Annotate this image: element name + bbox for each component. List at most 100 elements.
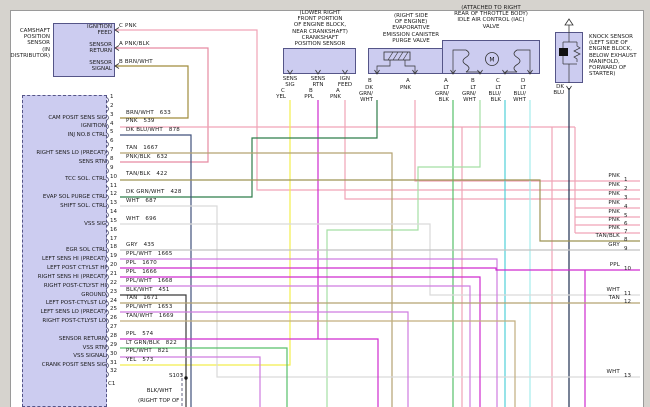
pin-function-label: VSS SIG bbox=[84, 220, 106, 227]
iac-leg bbox=[504, 71, 517, 73]
terminal-wire-color: PNK bbox=[399, 85, 411, 91]
pin-number: 14 bbox=[110, 209, 117, 216]
pin-number: 30 bbox=[110, 350, 117, 357]
exit-number: 5 bbox=[624, 212, 628, 219]
exit-wire-label: PNK bbox=[608, 199, 620, 206]
pin-number: 19 bbox=[110, 253, 117, 260]
pin-function-label: GROUND bbox=[81, 291, 106, 298]
terminal-letter: D bbox=[521, 78, 526, 84]
purge-valve-box bbox=[368, 48, 455, 74]
terminal-wire-color: LT GRN/ BLK bbox=[434, 85, 449, 104]
pin-bracket bbox=[105, 282, 109, 290]
pin-bracket bbox=[105, 353, 109, 360]
pin-number: 22 bbox=[110, 279, 117, 286]
pin-bracket bbox=[105, 291, 109, 299]
wire-pnkblk bbox=[115, 47, 209, 163]
pin-bracket bbox=[105, 326, 109, 334]
exit-wire-label: TAN/BLK bbox=[595, 232, 620, 239]
pin-bracket bbox=[105, 140, 109, 148]
pin-function-label: RIGHT POST-CTLYST LO bbox=[42, 318, 106, 325]
wire-pplwht bbox=[120, 285, 471, 407]
exit-wire-label: PNK bbox=[608, 172, 620, 179]
camshaft-terminal-wire: B BRN/WHT bbox=[119, 59, 153, 65]
wire-pnk bbox=[344, 100, 640, 200]
pin-wire-label: BLK/WHT 451 bbox=[126, 286, 170, 293]
pin-bracket bbox=[105, 255, 109, 263]
pin-wire-label: BRN/WHT 633 bbox=[126, 109, 171, 116]
exit-number: 8 bbox=[624, 236, 628, 243]
knock-ground-arrow bbox=[564, 18, 574, 26]
exit-number: 7 bbox=[624, 228, 628, 235]
terminal-letter: C bbox=[496, 78, 500, 84]
pin-function-label: CRANK POSIT SENS SIG bbox=[41, 362, 106, 369]
pin-function-label: SHIFT SOL. CTRL bbox=[60, 203, 106, 209]
exit-number: 6 bbox=[624, 220, 628, 227]
wire-ltgrnblk bbox=[120, 347, 288, 407]
terminal-letter: A bbox=[444, 78, 448, 84]
wire-tanblk bbox=[120, 179, 640, 242]
purge-location-label: (RIGHT SIDE OF ENGINE) EVAPORATIVE EMISS… bbox=[382, 13, 440, 44]
exit-wire-label: GRY bbox=[608, 241, 620, 248]
exit-number: 13 bbox=[624, 372, 631, 379]
camshaft-terminal-wire: C PNK bbox=[119, 23, 137, 29]
pin-number: 27 bbox=[110, 324, 117, 331]
terminal-wire-color: LT BLU/ BLK bbox=[488, 85, 501, 104]
pin-function-label: LEFT POST-CTYLST LO bbox=[45, 300, 106, 307]
terminal-letter: C bbox=[281, 88, 285, 94]
pin-function-label: VSS SIGNAL bbox=[73, 353, 106, 360]
iac-leg bbox=[466, 71, 481, 73]
terminal-wire-color: LT BLU/ WHT bbox=[513, 85, 526, 104]
pin-function-label: SENS RTN bbox=[78, 158, 106, 165]
pin-number: 4 bbox=[110, 120, 114, 127]
wire-pplwht bbox=[120, 311, 409, 407]
terminal-letter: B bbox=[309, 88, 313, 94]
wire-blkwht bbox=[120, 294, 187, 407]
crank-terminal-name: IGN FEED bbox=[337, 76, 353, 89]
iac-location-label: (ATTACHED TO RIGHT REAR OF THROTTLE BODY… bbox=[454, 5, 528, 30]
pin-wire-label: YEL 573 bbox=[126, 357, 154, 364]
pin-number: 21 bbox=[110, 271, 117, 277]
terminal-arrow-down bbox=[450, 69, 456, 75]
exit-number: 12 bbox=[624, 298, 631, 305]
pin-bracket bbox=[105, 273, 109, 281]
pin-number: 10 bbox=[110, 173, 117, 180]
pin-bracket bbox=[105, 105, 109, 113]
pin-wire-label: WHT 687 bbox=[126, 198, 157, 204]
pin-number: 32 bbox=[110, 368, 117, 375]
wire-pnk bbox=[414, 100, 640, 182]
connector-c1-label: C1 bbox=[108, 381, 116, 387]
terminal-arrow-down bbox=[566, 85, 572, 91]
camshaft-terminal-wire: A PNK/BLK bbox=[119, 41, 150, 47]
pin-function-label: SENSOR RETURN bbox=[58, 335, 106, 342]
exit-wire-label: WHT bbox=[606, 368, 620, 375]
exit-number: 10 bbox=[624, 265, 631, 272]
pin-wire-label: PPL 1666 bbox=[126, 268, 157, 275]
pin-number: 16 bbox=[110, 226, 117, 233]
camshaft-terminal-name: SENSOR SIGNAL bbox=[89, 60, 112, 73]
pin-bracket bbox=[105, 202, 109, 210]
pin-bracket bbox=[105, 362, 109, 369]
pin-bracket bbox=[105, 238, 109, 245]
pin-function-label: RIGHT POST-CTLYST HI bbox=[43, 282, 106, 289]
pin-number: 28 bbox=[110, 332, 117, 339]
terminal-wire-color: YEL bbox=[276, 94, 286, 100]
pin-bracket bbox=[105, 264, 109, 272]
knock-resistor bbox=[573, 42, 581, 62]
exit-number: 1 bbox=[624, 176, 628, 183]
exit-wire-label: PNK bbox=[608, 216, 620, 223]
terminal-arrow-down bbox=[342, 69, 348, 75]
crank-terminal-name: SENS RTN bbox=[310, 76, 326, 89]
iac-leg bbox=[452, 49, 466, 73]
terminal-wire-color: PNK bbox=[329, 94, 341, 100]
terminal-wire-color: PPL bbox=[304, 94, 314, 100]
pin-wire-label: DK BLU/WHT 878 bbox=[126, 127, 180, 134]
iac-motor-circle bbox=[485, 52, 499, 66]
pin-wire-label: PPL/WHT 821 bbox=[126, 348, 169, 355]
pin-number: 3 bbox=[110, 111, 114, 118]
pin-wire-label: PNK 539 bbox=[126, 118, 155, 125]
solenoid-hatch bbox=[387, 51, 394, 61]
pin-wire-label: LT GRN/BLK 822 bbox=[126, 339, 177, 346]
pin-wire-label: TAN/BLK 422 bbox=[126, 171, 168, 178]
pin-bracket bbox=[105, 96, 109, 104]
splice-s103-label: S103 bbox=[169, 373, 183, 379]
